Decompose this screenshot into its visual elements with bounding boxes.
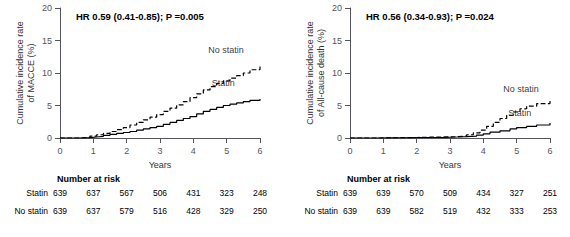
svg-text:4: 4 <box>481 146 486 156</box>
svg-text:HR 0.56 (0.34-0.93); P =0.024: HR 0.56 (0.34-0.93); P =0.024 <box>366 11 495 22</box>
svg-text:6: 6 <box>547 146 552 156</box>
svg-text:Statin: Statin <box>508 108 532 119</box>
svg-text:Years: Years <box>149 160 172 170</box>
svg-text:639: 639 <box>376 206 390 216</box>
svg-text:637: 637 <box>86 206 100 216</box>
svg-text:639: 639 <box>343 188 357 198</box>
svg-text:639: 639 <box>53 188 67 198</box>
svg-text:Years: Years <box>439 160 462 170</box>
svg-text:639: 639 <box>376 188 390 198</box>
svg-text:431: 431 <box>186 188 200 198</box>
svg-text:639: 639 <box>343 206 357 216</box>
svg-text:323: 323 <box>220 188 234 198</box>
svg-text:of MACCE (%): of MACCE (%) <box>26 43 36 102</box>
svg-text:0: 0 <box>347 146 352 156</box>
svg-text:HR 0.59 (0.41-0.85); P =0.005: HR 0.59 (0.41-0.85); P =0.005 <box>76 11 205 22</box>
svg-text:Cumulative incidence rate: Cumulative incidence rate <box>305 21 315 125</box>
svg-text:329: 329 <box>220 206 234 216</box>
svg-text:10: 10 <box>332 68 342 78</box>
svg-text:582: 582 <box>410 206 424 216</box>
svg-text:516: 516 <box>153 206 167 216</box>
svg-text:15: 15 <box>332 36 342 46</box>
svg-text:of All-cause death (%): of All-cause death (%) <box>316 29 326 117</box>
svg-text:5: 5 <box>47 101 52 111</box>
svg-text:432: 432 <box>476 206 490 216</box>
svg-text:2: 2 <box>414 146 419 156</box>
svg-text:428: 428 <box>186 206 200 216</box>
svg-text:0: 0 <box>337 133 342 143</box>
svg-text:1: 1 <box>91 146 96 156</box>
svg-text:570: 570 <box>410 188 424 198</box>
svg-text:Statin: Statin <box>26 188 48 198</box>
svg-text:5: 5 <box>337 101 342 111</box>
svg-text:Number at risk: Number at risk <box>347 174 411 184</box>
svg-text:250: 250 <box>253 206 267 216</box>
svg-text:6: 6 <box>257 146 262 156</box>
svg-text:Cumulative incidence rate: Cumulative incidence rate <box>15 21 25 125</box>
svg-text:Statin: Statin <box>316 188 338 198</box>
svg-text:No statin: No statin <box>208 45 244 55</box>
svg-text:434: 434 <box>476 188 490 198</box>
svg-text:5: 5 <box>514 146 519 156</box>
svg-text:519: 519 <box>443 206 457 216</box>
svg-text:10: 10 <box>42 68 52 78</box>
svg-text:248: 248 <box>253 188 267 198</box>
svg-text:253: 253 <box>543 206 557 216</box>
svg-text:4: 4 <box>191 146 196 156</box>
svg-text:1: 1 <box>381 146 386 156</box>
svg-text:Number at risk: Number at risk <box>57 174 121 184</box>
svg-text:2: 2 <box>124 146 129 156</box>
svg-text:567: 567 <box>120 188 134 198</box>
svg-text:3: 3 <box>447 146 452 156</box>
svg-text:20: 20 <box>332 3 342 13</box>
svg-text:20: 20 <box>42 3 52 13</box>
svg-text:No statin: No statin <box>14 206 48 216</box>
svg-text:No statin: No statin <box>304 206 338 216</box>
svg-text:0: 0 <box>47 133 52 143</box>
svg-text:No statin: No statin <box>503 84 539 94</box>
svg-text:327: 327 <box>510 188 524 198</box>
svg-text:637: 637 <box>86 188 100 198</box>
svg-text:0: 0 <box>57 146 62 156</box>
svg-text:15: 15 <box>42 36 52 46</box>
svg-text:506: 506 <box>153 188 167 198</box>
svg-text:333: 333 <box>510 206 524 216</box>
svg-text:5: 5 <box>224 146 229 156</box>
svg-text:509: 509 <box>443 188 457 198</box>
svg-text:251: 251 <box>543 188 557 198</box>
svg-text:579: 579 <box>120 206 134 216</box>
svg-text:639: 639 <box>53 206 67 216</box>
svg-text:3: 3 <box>157 146 162 156</box>
svg-text:Statin: Statin <box>211 77 235 88</box>
